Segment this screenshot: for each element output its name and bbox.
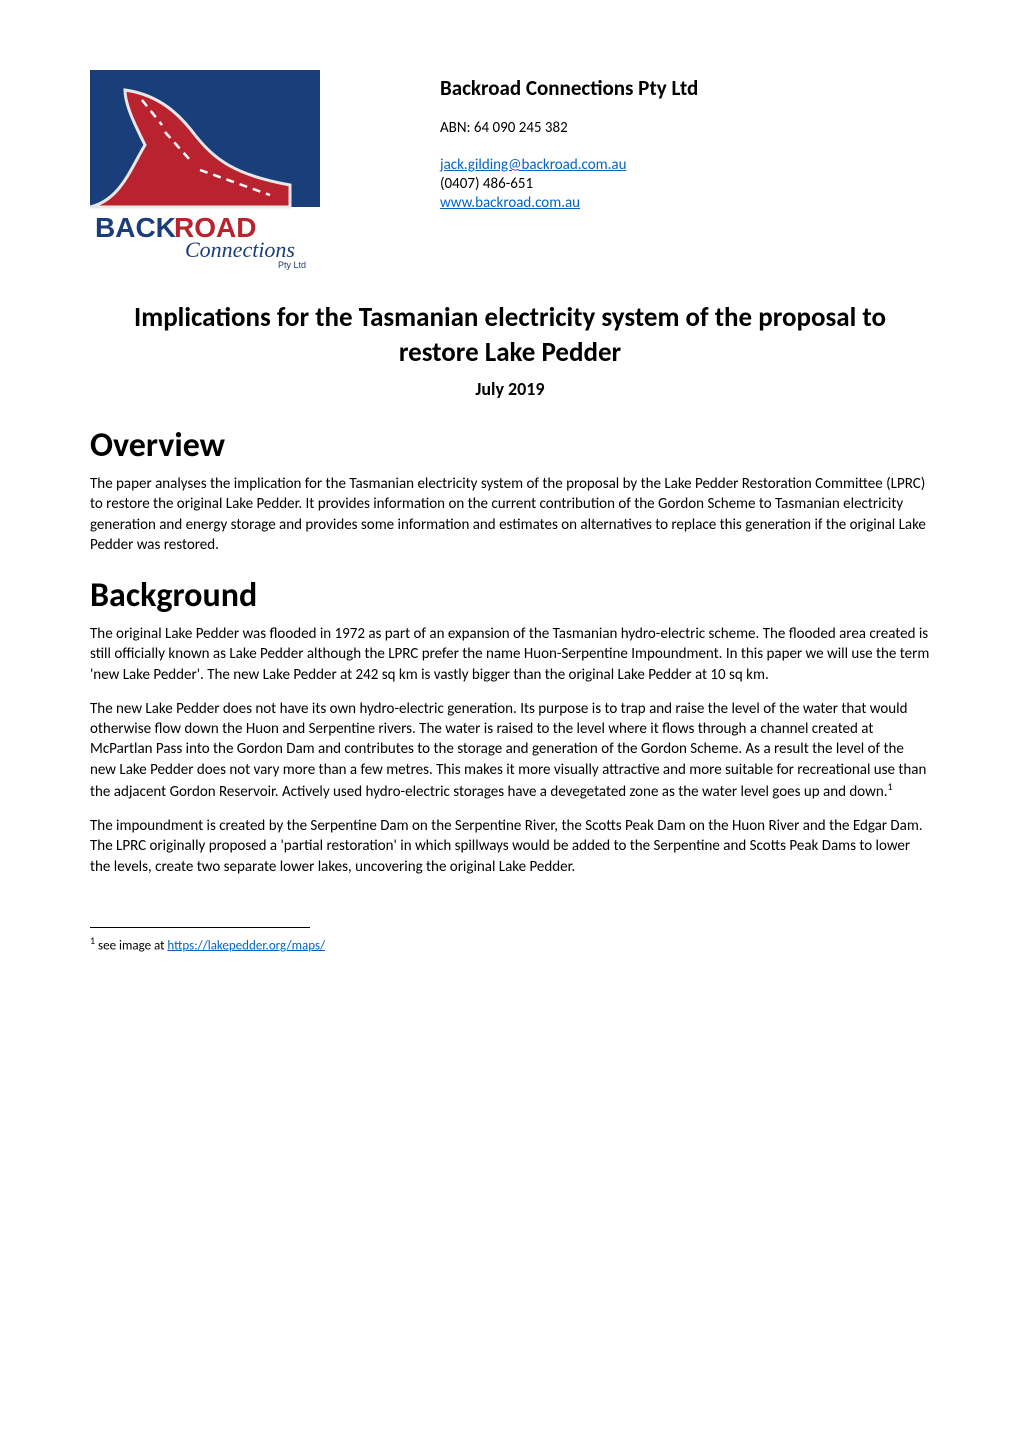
footnote-link[interactable]: https://lakepedder.org/maps/ (167, 938, 325, 953)
footnote-marker-1: 1 (888, 780, 893, 793)
document-date: July 2019 (90, 378, 930, 400)
contact-block: jack.gilding@backroad.com.au (0407) 486-… (440, 155, 930, 212)
footnote-1: 1 see image at https://lakepedder.org/ma… (90, 934, 930, 953)
background-p2-text: The new Lake Pedder does not have its ow… (90, 700, 926, 801)
company-name: Backroad Connections Pty Ltd (440, 75, 930, 101)
background-p3: The impoundment is created by the Serpen… (90, 816, 930, 877)
background-p2: The new Lake Pedder does not have its ow… (90, 699, 930, 802)
footnote-text: see image at (95, 938, 167, 953)
company-logo: BACK ROAD Connections Pty Ltd (90, 70, 320, 270)
background-heading: Background (90, 575, 930, 616)
company-email-link[interactable]: jack.gilding@backroad.com.au (440, 156, 626, 174)
document-title: Implications for the Tasmanian electrici… (90, 300, 930, 370)
company-website-link[interactable]: www.backroad.com.au (440, 194, 580, 212)
overview-heading: Overview (90, 425, 930, 466)
background-p1: The original Lake Pedder was flooded in … (90, 624, 930, 685)
company-info-block: Backroad Connections Pty Ltd ABN: 64 090… (320, 70, 930, 212)
header-section: BACK ROAD Connections Pty Ltd Backroad C… (90, 70, 930, 270)
logo-text-pty: Pty Ltd (278, 260, 306, 270)
logo-text-connections: Connections (185, 237, 295, 262)
company-abn: ABN: 64 090 245 382 (440, 119, 930, 137)
company-phone: (0407) 486-651 (440, 175, 533, 193)
backroad-logo-svg: BACK ROAD Connections Pty Ltd (90, 70, 320, 270)
overview-paragraph: The paper analyses the implication for t… (90, 474, 930, 555)
logo-text-back: BACK (95, 212, 176, 243)
footnote-divider (90, 927, 310, 928)
